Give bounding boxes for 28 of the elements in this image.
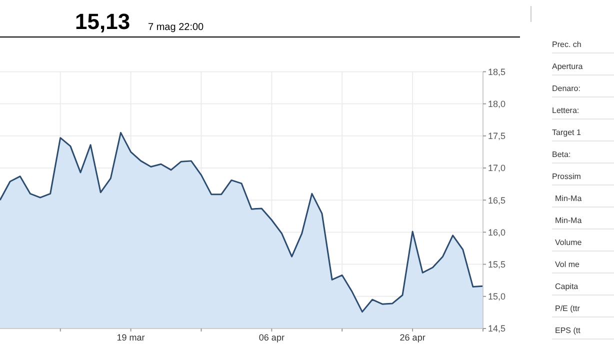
chart-subtitle: 7 mag 22:00 xyxy=(148,22,204,33)
text: Capita xyxy=(555,282,579,291)
x-tick-label: 06 apr xyxy=(258,332,284,342)
text: Target 1 xyxy=(552,128,582,137)
y-tick-label: 15,5 xyxy=(488,259,506,270)
x-tick-label: 26 apr xyxy=(400,332,426,342)
text: Volume xyxy=(555,238,582,247)
y-tick-label: 15,0 xyxy=(488,292,506,302)
text: Prossim xyxy=(552,172,582,181)
y-tick-label: 14,5 xyxy=(488,324,506,334)
text: P/E (ttr xyxy=(555,304,580,313)
y-tick-label: 17,5 xyxy=(488,131,506,142)
text: Min-Ma xyxy=(555,216,582,225)
text: EPS (tt xyxy=(555,326,582,335)
text: Min-Ma xyxy=(555,194,582,203)
text: Vol me xyxy=(555,260,580,269)
text: Apertura xyxy=(552,62,584,71)
x-tick-label: 19 mar xyxy=(116,332,145,342)
y-tick-label: 16,5 xyxy=(488,195,506,206)
y-tick-label: 18,0 xyxy=(488,98,506,109)
y-tick-label: 17,0 xyxy=(488,163,506,174)
text: Prec. ch xyxy=(552,40,582,49)
text: Lettera: xyxy=(552,106,580,115)
text: Beta: xyxy=(552,150,571,159)
y-tick-label: 16,0 xyxy=(488,227,506,238)
chart-title: 15,13 xyxy=(75,9,130,34)
text: Denaro: xyxy=(552,84,580,93)
y-tick-label: 18,5 xyxy=(488,66,506,77)
